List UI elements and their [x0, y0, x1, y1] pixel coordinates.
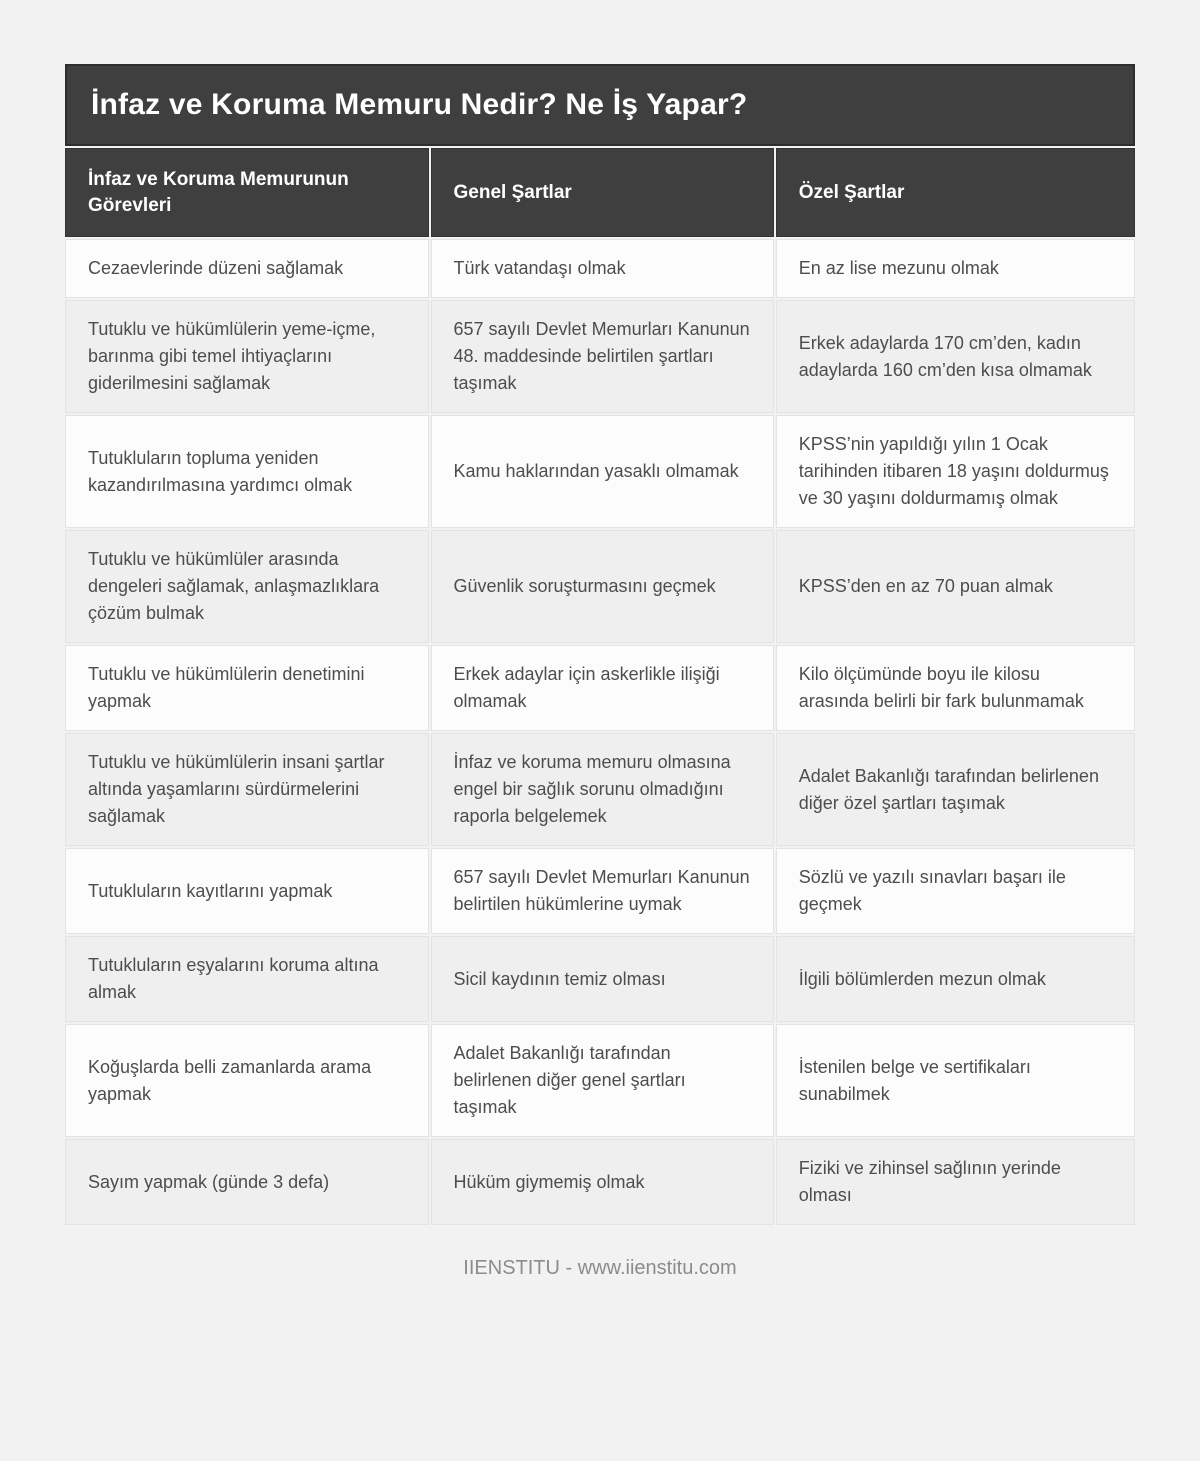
special-condition-cell: İlgili bölümlerden mezun olmak — [775, 936, 1135, 1023]
general-condition-cell: Erkek adaylar için askerlikle ilişiği ol… — [430, 645, 774, 732]
page-title: İnfaz ve Koruma Memuru Nedir? Ne İş Yapa… — [65, 64, 1135, 146]
table-header-row: İnfaz ve Koruma Memurunun Görevleri Gene… — [65, 148, 1135, 238]
duty-cell: Tutukluların topluma yeniden kazandırılm… — [65, 415, 429, 529]
special-condition-cell: Adalet Bakanlığı tarafından belirlenen d… — [775, 733, 1135, 847]
special-condition-cell: Fiziki ve zihinsel sağlının yerinde olma… — [775, 1139, 1135, 1226]
duty-cell: Tutuklu ve hükümlülerin denetimini yapma… — [65, 645, 429, 732]
duty-cell: Koğuşlarda belli zamanlarda arama yapmak — [65, 1024, 429, 1138]
duty-cell: Tutuklu ve hükümlülerin yeme-içme, barın… — [65, 300, 429, 414]
special-condition-cell: KPSS’den en az 70 puan almak — [775, 530, 1135, 644]
table-row: Tutuklu ve hükümlülerin yeme-içme, barın… — [65, 300, 1135, 414]
special-condition-cell: Kilo ölçümünde boyu ile kilosu arasında … — [775, 645, 1135, 732]
general-condition-cell: Adalet Bakanlığı tarafından belirlenen d… — [430, 1024, 774, 1138]
general-condition-cell: Türk vatandaşı olmak — [430, 239, 774, 299]
general-condition-cell: 657 sayılı Devlet Memurları Kanunun 48. … — [430, 300, 774, 414]
table-row: Tutukluların kayıtlarını yapmak 657 sayı… — [65, 848, 1135, 935]
special-condition-cell: Sözlü ve yazılı sınavları başarı ile geç… — [775, 848, 1135, 935]
duty-cell: Cezaevlerinde düzeni sağlamak — [65, 239, 429, 299]
table-row: Tutuklu ve hükümlülerin denetimini yapma… — [65, 645, 1135, 732]
footer-credit: IIENSTITU - www.iienstitu.com — [463, 1257, 737, 1280]
duty-cell: Tutukluların kayıtlarını yapmak — [65, 848, 429, 935]
special-condition-cell: Erkek adaylarda 170 cm’den, kadın adayla… — [775, 300, 1135, 414]
table-row: Tutuklu ve hükümlüler arasında dengeleri… — [65, 530, 1135, 644]
duty-cell: Sayım yapmak (günde 3 defa) — [65, 1139, 429, 1226]
table-row: Tutukluların eşyalarını koruma altına al… — [65, 936, 1135, 1023]
requirements-table: İnfaz ve Koruma Memurunun Görevleri Gene… — [63, 146, 1137, 1227]
special-condition-cell: KPSS’nin yapıldığı yılın 1 Ocak tarihind… — [775, 415, 1135, 529]
column-header-duties: İnfaz ve Koruma Memurunun Görevleri — [65, 148, 429, 238]
duty-cell: Tutukluların eşyalarını koruma altına al… — [65, 936, 429, 1023]
content-sheet: İnfaz ve Koruma Memuru Nedir? Ne İş Yapa… — [65, 0, 1135, 1320]
duty-cell: Tutuklu ve hükümlülerin insani şartlar a… — [65, 733, 429, 847]
general-condition-cell: Kamu haklarından yasaklı olmamak — [430, 415, 774, 529]
table-row: Tutuklu ve hükümlülerin insani şartlar a… — [65, 733, 1135, 847]
general-condition-cell: Sicil kaydının temiz olması — [430, 936, 774, 1023]
duty-cell: Tutuklu ve hükümlüler arasında dengeleri… — [65, 530, 429, 644]
general-condition-cell: İnfaz ve koruma memuru olmasına engel bi… — [430, 733, 774, 847]
table-row: Koğuşlarda belli zamanlarda arama yapmak… — [65, 1024, 1135, 1138]
column-header-special-conditions: Özel Şartlar — [775, 148, 1135, 238]
general-condition-cell: 657 sayılı Devlet Memurları Kanunun beli… — [430, 848, 774, 935]
special-condition-cell: En az lise mezunu olmak — [775, 239, 1135, 299]
table-row: Sayım yapmak (günde 3 defa) Hüküm giymem… — [65, 1139, 1135, 1226]
special-condition-cell: İstenilen belge ve sertifikaları sunabil… — [775, 1024, 1135, 1138]
general-condition-cell: Hüküm giymemiş olmak — [430, 1139, 774, 1226]
column-header-general-conditions: Genel Şartlar — [430, 148, 774, 238]
table-row: Tutukluların topluma yeniden kazandırılm… — [65, 415, 1135, 529]
general-condition-cell: Güvenlik soruşturmasını geçmek — [430, 530, 774, 644]
table-row: Cezaevlerinde düzeni sağlamak Türk vatan… — [65, 239, 1135, 299]
